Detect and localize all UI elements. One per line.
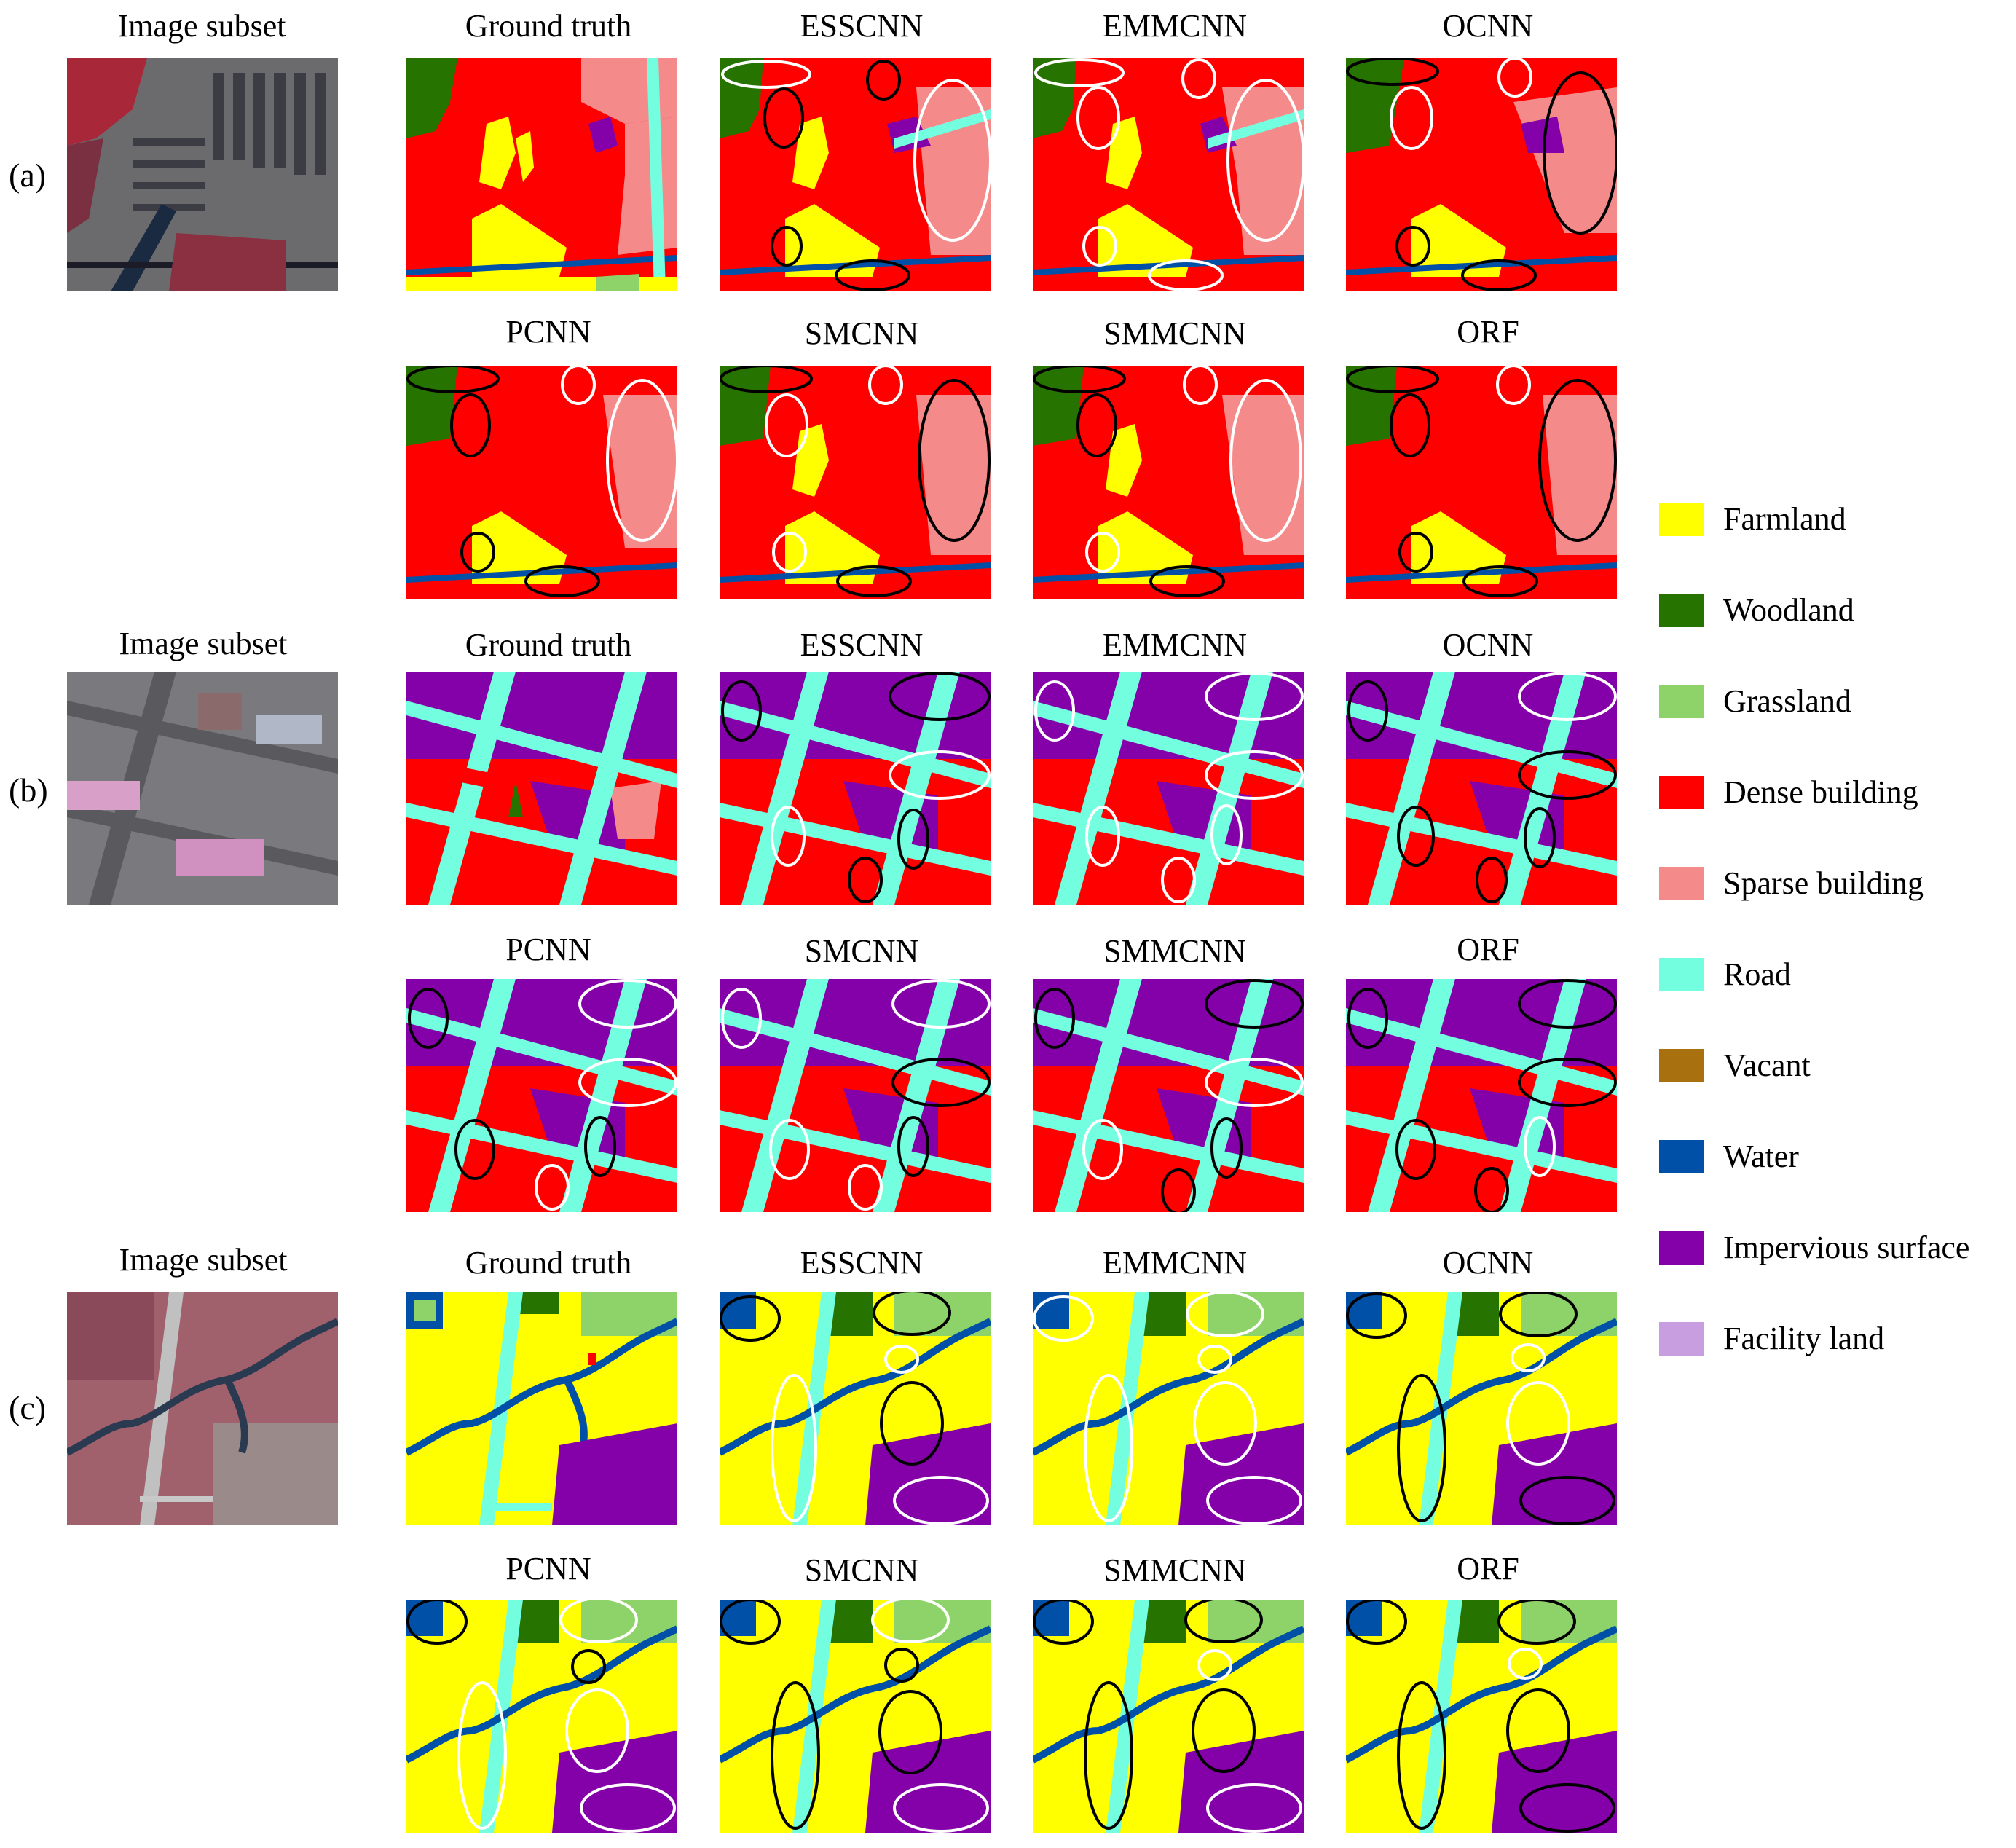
image-subset-b bbox=[67, 672, 338, 905]
map-a-pcnn bbox=[406, 366, 677, 599]
map-b-smcnn bbox=[720, 979, 991, 1212]
panel-title-c-emmcnn: EMMCNN bbox=[1102, 1245, 1248, 1281]
map-b-smmcnn bbox=[1033, 979, 1304, 1212]
legend-swatch bbox=[1659, 776, 1704, 809]
panel-title-b-pcnn: PCNN bbox=[505, 932, 591, 967]
map-b-ocnn bbox=[1346, 672, 1617, 905]
map-a-smcnn bbox=[720, 366, 991, 599]
legend-swatch bbox=[1659, 1231, 1704, 1265]
panel-title-a-smmcnn: SMMCNN bbox=[1103, 315, 1246, 351]
map-c-smmcnn bbox=[1033, 1600, 1304, 1833]
panel-title-c-esscnn: ESSCNN bbox=[800, 1245, 924, 1281]
map-c-pcnn bbox=[406, 1600, 677, 1833]
legend-label: Woodland bbox=[1723, 592, 1854, 628]
panel-title-c-smcnn: SMCNN bbox=[804, 1552, 919, 1588]
panel-title-b-smmcnn: SMMCNN bbox=[1103, 933, 1246, 969]
map-c-orf bbox=[1346, 1600, 1617, 1833]
legend-swatch bbox=[1659, 958, 1704, 991]
legend-swatch bbox=[1659, 685, 1704, 718]
map-a-emmcnn bbox=[1033, 58, 1304, 291]
map-c-ground-truth bbox=[406, 1292, 677, 1525]
map-a-orf bbox=[1346, 366, 1617, 599]
image-subset-label-a: Image subset bbox=[117, 8, 286, 44]
map-c-esscnn bbox=[720, 1292, 991, 1525]
map-b-emmcnn bbox=[1033, 672, 1304, 905]
map-c-ocnn bbox=[1346, 1292, 1617, 1525]
panel-title-b-orf: ORF bbox=[1457, 932, 1519, 967]
map-c-emmcnn bbox=[1033, 1292, 1304, 1525]
panel-title-b-smcnn: SMCNN bbox=[804, 933, 919, 969]
panel-title-a-gt: Ground truth bbox=[465, 8, 632, 44]
row-label-a: (a) bbox=[9, 157, 47, 194]
panel-title-c-gt: Ground truth bbox=[465, 1245, 632, 1281]
panel-title-b-ocnn: OCNN bbox=[1442, 627, 1534, 663]
map-b-pcnn bbox=[406, 979, 677, 1212]
legend-swatch bbox=[1659, 867, 1704, 900]
legend-label: Vacant bbox=[1723, 1047, 1811, 1083]
legend-label: Facility land bbox=[1723, 1321, 1885, 1356]
legend-label: Grassland bbox=[1723, 683, 1851, 719]
image-subset-label-b: Image subset bbox=[119, 626, 288, 661]
legend-label: Dense building bbox=[1723, 774, 1918, 810]
image-subset-label-c: Image subset bbox=[119, 1242, 288, 1278]
legend-label: Water bbox=[1723, 1139, 1799, 1174]
map-a-ocnn bbox=[1346, 58, 1617, 291]
panel-title-c-pcnn: PCNN bbox=[505, 1551, 591, 1586]
map-b-ground-truth bbox=[406, 672, 677, 905]
map-b-orf bbox=[1346, 979, 1617, 1212]
panel-title-a-orf: ORF bbox=[1457, 314, 1519, 350]
legend-label: Farmland bbox=[1723, 501, 1846, 537]
legend-swatch bbox=[1659, 503, 1704, 536]
legend-swatch bbox=[1659, 1140, 1704, 1173]
panel-title-c-ocnn: OCNN bbox=[1442, 1245, 1534, 1281]
panel-title-a-esscnn: ESSCNN bbox=[800, 8, 924, 44]
map-c-smcnn bbox=[720, 1600, 991, 1833]
legend-swatch bbox=[1659, 1049, 1704, 1082]
panel-title-a-emmcnn: EMMCNN bbox=[1102, 8, 1248, 44]
panel-title-b-emmcnn: EMMCNN bbox=[1102, 627, 1248, 663]
panel-title-c-smmcnn: SMMCNN bbox=[1103, 1552, 1246, 1588]
row-label-b: (b) bbox=[9, 771, 48, 809]
legend-swatch bbox=[1659, 594, 1704, 627]
legend-label: Impervious surface bbox=[1723, 1230, 1970, 1265]
panel-title-a-smcnn: SMCNN bbox=[804, 315, 919, 351]
map-a-smmcnn bbox=[1033, 366, 1304, 599]
map-b-esscnn bbox=[720, 672, 991, 905]
panel-title-b-gt: Ground truth bbox=[465, 627, 632, 663]
image-subset-c bbox=[67, 1292, 338, 1525]
legend-label: Road bbox=[1723, 956, 1791, 992]
panel-title-a-ocnn: OCNN bbox=[1442, 8, 1534, 44]
legend-label: Sparse building bbox=[1723, 865, 1924, 901]
image-subset-a bbox=[67, 58, 338, 291]
panel-title-a-pcnn: PCNN bbox=[505, 314, 591, 350]
panel-title-b-esscnn: ESSCNN bbox=[800, 627, 924, 663]
panel-title-c-orf: ORF bbox=[1457, 1551, 1519, 1586]
map-a-esscnn bbox=[720, 58, 991, 291]
row-label-c: (c) bbox=[9, 1389, 47, 1426]
legend-swatch bbox=[1659, 1322, 1704, 1356]
map-a-ground-truth bbox=[406, 58, 677, 291]
